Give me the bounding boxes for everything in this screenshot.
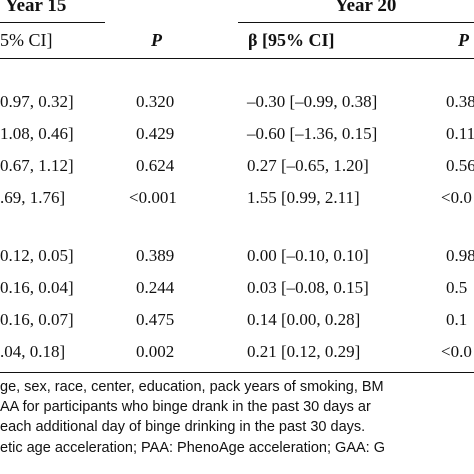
row-4-p20: <0.0 <box>441 188 472 207</box>
footnote-line-2: AA for participants who binge drank in t… <box>0 399 371 415</box>
row-4-ci15: .69, 1.76] <box>0 188 66 207</box>
row-6-beta20: 0.03 [–0.08, 0.15] <box>247 278 369 297</box>
header-rule <box>0 58 474 59</box>
year-15-underline <box>0 22 105 23</box>
row-1-ci15: 0.97, 0.32] <box>0 92 74 111</box>
row-7-p15: 0.475 <box>136 310 175 329</box>
bottom-rule <box>0 372 474 373</box>
row-2-beta20: –0.60 [–1.36, 0.15] <box>247 124 378 143</box>
p-column-header-left: P <box>151 30 162 50</box>
row-3-ci15: 0.67, 1.12] <box>0 156 74 175</box>
row-4-beta20: 1.55 [0.99, 2.11] <box>247 188 360 207</box>
year-20-underline <box>238 22 474 23</box>
row-1-p15: 0.320 <box>136 92 175 111</box>
row-7-beta20: 0.14 [0.00, 0.28] <box>247 310 361 329</box>
row-7-p20: 0.1 <box>446 310 468 329</box>
ci-column-header-left: 5% CI] <box>0 30 53 50</box>
footnote-line-4: etic age acceleration; PAA: PhenoAge acc… <box>0 440 386 456</box>
row-2-p20: 0.11 <box>446 124 474 143</box>
row-6-ci15: 0.16, 0.04] <box>0 278 74 297</box>
row-8-p20: <0.0 <box>441 342 472 361</box>
row-2-ci15: 1.08, 0.46] <box>0 124 74 143</box>
row-7-ci15: 0.16, 0.07] <box>0 310 74 329</box>
row-1-beta20: –0.30 [–0.99, 0.38] <box>247 92 378 111</box>
row-3-beta20: 0.27 [–0.65, 1.20] <box>247 156 369 175</box>
row-5-p15: 0.389 <box>136 246 175 265</box>
row-8-beta20: 0.21 [0.12, 0.29] <box>247 342 361 361</box>
row-2-p15: 0.429 <box>136 124 175 143</box>
row-3-p20: 0.56 <box>446 156 474 175</box>
row-5-p20: 0.98 <box>446 246 474 265</box>
row-6-p15: 0.244 <box>136 278 175 297</box>
row-8-ci15: .04, 0.18] <box>0 342 66 361</box>
row-4-p15: <0.001 <box>129 188 177 207</box>
row-6-p20: 0.5 <box>446 278 468 297</box>
p-column-header-right: P <box>458 30 469 50</box>
row-5-ci15: 0.12, 0.05] <box>0 246 74 265</box>
year-20-header: Year 20 <box>335 0 397 16</box>
row-5-beta20: 0.00 [–0.10, 0.10] <box>247 246 369 265</box>
row-8-p15: 0.002 <box>136 342 175 361</box>
footnote-line-3: each additional day of binge drinking in… <box>0 419 366 435</box>
footnote-line-1: ge, sex, race, center, education, pack y… <box>0 379 384 395</box>
beta-ci-column-header-right: β [95% CI] <box>248 30 335 50</box>
row-1-p20: 0.38 <box>446 92 474 111</box>
year-15-header: Year 15 <box>5 0 67 16</box>
row-3-p15: 0.624 <box>136 156 175 175</box>
